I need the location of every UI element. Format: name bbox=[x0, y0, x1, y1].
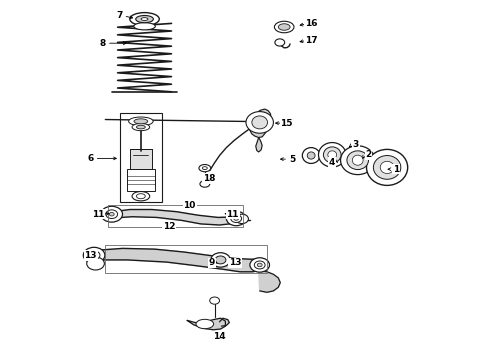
Ellipse shape bbox=[128, 117, 153, 126]
Ellipse shape bbox=[87, 257, 104, 270]
Polygon shape bbox=[98, 248, 259, 272]
Polygon shape bbox=[259, 271, 280, 292]
Text: 5: 5 bbox=[289, 154, 295, 163]
Ellipse shape bbox=[136, 194, 145, 199]
Ellipse shape bbox=[347, 151, 368, 170]
Ellipse shape bbox=[132, 123, 149, 131]
Ellipse shape bbox=[278, 24, 290, 30]
Ellipse shape bbox=[141, 18, 148, 21]
Ellipse shape bbox=[211, 253, 230, 267]
Ellipse shape bbox=[302, 148, 320, 163]
Ellipse shape bbox=[83, 247, 105, 263]
FancyBboxPatch shape bbox=[127, 169, 154, 191]
Text: 10: 10 bbox=[183, 202, 196, 210]
Ellipse shape bbox=[199, 165, 211, 172]
Ellipse shape bbox=[136, 15, 153, 23]
Ellipse shape bbox=[132, 192, 149, 201]
Text: 2: 2 bbox=[366, 150, 371, 159]
Ellipse shape bbox=[231, 215, 242, 222]
Ellipse shape bbox=[134, 119, 148, 124]
Ellipse shape bbox=[109, 212, 114, 216]
Polygon shape bbox=[116, 210, 235, 225]
Ellipse shape bbox=[234, 217, 239, 220]
Ellipse shape bbox=[130, 13, 159, 26]
Ellipse shape bbox=[254, 261, 265, 269]
Text: 9: 9 bbox=[208, 258, 215, 267]
Ellipse shape bbox=[275, 39, 285, 46]
Ellipse shape bbox=[250, 258, 270, 272]
Polygon shape bbox=[220, 318, 229, 326]
Text: 8: 8 bbox=[100, 39, 106, 48]
Text: 11: 11 bbox=[226, 210, 239, 219]
Ellipse shape bbox=[380, 161, 394, 174]
Text: 1: 1 bbox=[393, 165, 399, 174]
Ellipse shape bbox=[236, 214, 248, 224]
Text: 18: 18 bbox=[203, 174, 216, 183]
Polygon shape bbox=[256, 138, 262, 152]
Ellipse shape bbox=[307, 152, 315, 159]
Ellipse shape bbox=[202, 167, 207, 170]
Ellipse shape bbox=[92, 253, 97, 257]
Ellipse shape bbox=[367, 149, 408, 185]
Text: 6: 6 bbox=[88, 154, 94, 163]
Text: 4: 4 bbox=[329, 158, 336, 167]
FancyBboxPatch shape bbox=[120, 113, 162, 202]
Text: 7: 7 bbox=[116, 12, 123, 21]
Text: 14: 14 bbox=[213, 332, 226, 341]
Ellipse shape bbox=[210, 297, 220, 304]
Text: 13: 13 bbox=[84, 251, 97, 260]
Text: 13: 13 bbox=[229, 258, 242, 267]
Ellipse shape bbox=[328, 151, 337, 159]
Ellipse shape bbox=[106, 210, 118, 219]
Polygon shape bbox=[250, 109, 271, 138]
Text: 16: 16 bbox=[305, 19, 318, 28]
Ellipse shape bbox=[226, 211, 246, 226]
Text: 12: 12 bbox=[163, 222, 175, 231]
Text: 3: 3 bbox=[353, 140, 359, 149]
Ellipse shape bbox=[274, 21, 294, 33]
Ellipse shape bbox=[134, 23, 155, 30]
Polygon shape bbox=[187, 318, 225, 330]
Ellipse shape bbox=[352, 155, 363, 165]
Ellipse shape bbox=[341, 146, 375, 175]
Ellipse shape bbox=[136, 125, 145, 129]
Ellipse shape bbox=[257, 263, 262, 267]
Ellipse shape bbox=[215, 256, 226, 264]
Ellipse shape bbox=[318, 143, 346, 167]
Ellipse shape bbox=[246, 112, 273, 133]
Ellipse shape bbox=[101, 206, 122, 222]
Text: 17: 17 bbox=[305, 36, 318, 45]
Text: 11: 11 bbox=[92, 210, 104, 219]
Ellipse shape bbox=[196, 319, 214, 329]
Ellipse shape bbox=[88, 251, 100, 260]
Ellipse shape bbox=[373, 156, 401, 179]
Ellipse shape bbox=[200, 181, 210, 187]
FancyBboxPatch shape bbox=[130, 149, 151, 169]
Text: 15: 15 bbox=[280, 118, 293, 127]
Ellipse shape bbox=[323, 147, 341, 163]
Ellipse shape bbox=[252, 116, 268, 129]
